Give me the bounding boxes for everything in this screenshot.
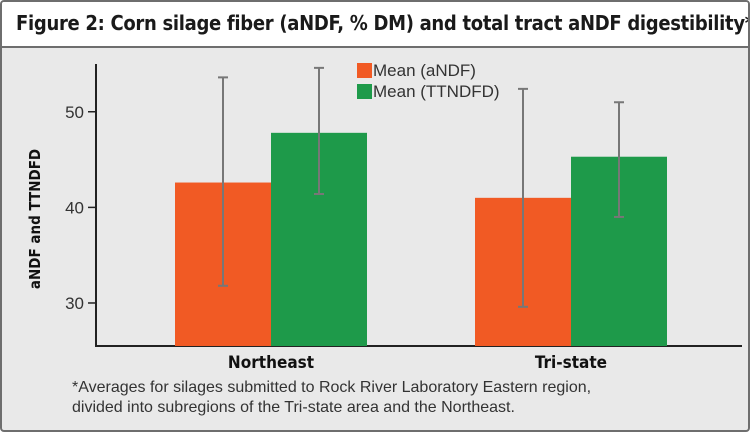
bars xyxy=(175,132,667,346)
x-tick-label: Northeast xyxy=(228,353,314,373)
y-ticks: 30 40 50 xyxy=(65,103,96,313)
legend-label: Mean (TTNDFD) xyxy=(373,82,500,101)
chart-title: Figure 2: Corn silage fiber (aNDF, % DM)… xyxy=(16,11,750,35)
y-axis-label-group: aNDF and TTNDFD xyxy=(26,149,44,289)
y-tick-label: 40 xyxy=(65,198,84,217)
footnote-line-1: *Averages for silages submitted to Rock … xyxy=(72,379,592,396)
title-bar: Figure 2: Corn silage fiber (aNDF, % DM)… xyxy=(2,2,748,48)
legend-swatch xyxy=(357,63,372,78)
footnote-line-2: divided into subregions of the Tri-state… xyxy=(72,399,515,416)
y-axis-label: aNDF and TTNDFD xyxy=(26,149,44,289)
legend: Mean (aNDF) Mean (TTNDFD) xyxy=(357,61,500,101)
error-bars xyxy=(218,66,624,308)
legend-swatch xyxy=(357,84,372,99)
legend-label: Mean (aNDF) xyxy=(373,61,476,80)
footnote: *Averages for silages submitted to Rock … xyxy=(72,378,744,418)
y-tick-label: 50 xyxy=(65,103,84,122)
y-tick-label: 30 xyxy=(65,294,84,313)
chart: aNDF and TTNDFD 30 40 50 Northeast Tri-stat… xyxy=(26,61,742,373)
x-tick-label: Tri-state xyxy=(535,353,607,373)
x-tick-labels: Northeast Tri-state xyxy=(228,353,607,373)
